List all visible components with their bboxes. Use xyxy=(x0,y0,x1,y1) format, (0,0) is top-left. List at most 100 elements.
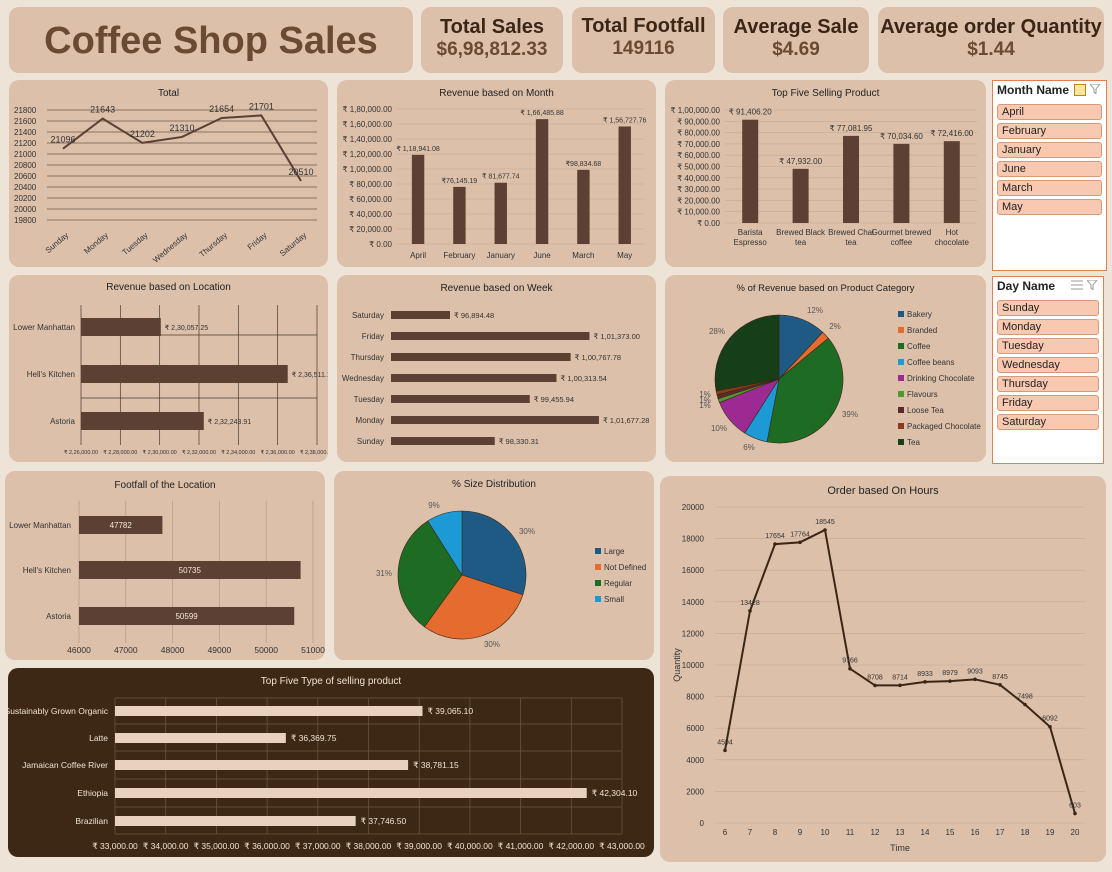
chart-title: % Size Distribution xyxy=(452,479,536,490)
day-slicer-item[interactable]: Sunday xyxy=(997,300,1099,316)
y-tick-label: 20400 xyxy=(14,183,37,192)
data-point xyxy=(848,666,852,671)
month-slicer[interactable]: Month Name April February January June M… xyxy=(992,80,1107,271)
clear-filter-icon[interactable] xyxy=(1087,280,1099,290)
data-label: 8708 xyxy=(867,674,883,681)
month-slicer-item[interactable]: June xyxy=(997,161,1102,177)
x-tick-label: Brewed Chai tea xyxy=(828,228,874,247)
data-label: 1% xyxy=(699,390,711,399)
chart-title: Top Five Type of selling product xyxy=(261,676,402,687)
day-slicer-item[interactable]: Wednesday xyxy=(997,357,1099,373)
x-tick-label: ₹ 41,000.00 xyxy=(498,841,544,851)
day-slicer-item[interactable]: Saturday xyxy=(997,414,1099,430)
bar xyxy=(618,126,631,244)
data-label: ₹ 81,677.74 xyxy=(482,173,520,181)
x-tick-label: Gourmet brewed coffee xyxy=(872,228,932,247)
month-slicer-item[interactable]: April xyxy=(997,104,1102,120)
month-slicer-title: Month Name xyxy=(997,83,1069,97)
pie-slice xyxy=(397,520,463,628)
x-tick-label: 17 xyxy=(996,828,1005,837)
month-slicer-item[interactable]: February xyxy=(997,123,1102,139)
bar xyxy=(391,353,571,361)
data-label: ₹ 98,330.31 xyxy=(499,437,539,446)
legend-swatch xyxy=(898,327,904,333)
data-label: 6092 xyxy=(1042,716,1058,723)
bar xyxy=(843,135,859,223)
y-tick-label: Saturday xyxy=(352,311,384,320)
data-label: 30% xyxy=(484,640,500,649)
pie-slice xyxy=(427,510,463,577)
data-label: 18545 xyxy=(815,519,835,526)
y-tick-label: ₹ 1,60,000.00 xyxy=(342,120,392,129)
data-label: 28% xyxy=(709,327,725,336)
data-label: 9766 xyxy=(842,658,858,665)
y-tick-label: ₹ 70,000.00 xyxy=(677,140,720,149)
data-point xyxy=(973,677,977,682)
bar xyxy=(943,141,960,223)
x-tick-label: 12 xyxy=(871,828,880,837)
bar xyxy=(81,365,288,383)
legend-label: Loose Tea xyxy=(907,406,944,415)
legend-label: Coffee xyxy=(907,342,931,351)
x-tick-label: 15 xyxy=(946,828,955,837)
data-label: ₹ 39,065.10 xyxy=(428,706,474,716)
bar xyxy=(391,332,590,340)
day-slicer-title: Day Name xyxy=(997,279,1056,293)
legend-swatch xyxy=(898,311,904,317)
kpi-average-order-quantity: Average order Quantity $1.44 xyxy=(878,7,1104,73)
bar xyxy=(577,169,590,244)
x-tick-label: ₹ 39,000.00 xyxy=(396,841,442,851)
multi-select-icon[interactable] xyxy=(1071,280,1083,290)
y-tick-label: ₹ 1,80,000.00 xyxy=(342,105,392,114)
chart-title: Footfall of the Location xyxy=(114,480,215,491)
bar xyxy=(792,168,809,223)
data-label: 21701 xyxy=(249,101,274,111)
data-label: ₹ 77,081.95 xyxy=(830,124,873,133)
bar xyxy=(81,412,204,430)
day-slicer-item[interactable]: Monday xyxy=(997,319,1099,335)
data-point xyxy=(948,679,952,683)
data-label: 21643 xyxy=(90,105,115,115)
month-slicer-item[interactable]: January xyxy=(997,142,1102,158)
data-label: ₹ 38,781.15 xyxy=(413,760,459,770)
data-point xyxy=(823,528,827,532)
multi-select-icon[interactable] xyxy=(1074,84,1086,96)
bar xyxy=(391,437,495,445)
day-slicer[interactable]: Day Name Sunday Monday Tuesday Wednesday… xyxy=(992,276,1104,464)
y-tick-label: ₹ 60,000.00 xyxy=(349,195,392,204)
chart-title: Revenue based on Location xyxy=(106,282,231,293)
legend-label: Coffee beans xyxy=(907,358,954,367)
chart-size-distribution: % Size Distribution 30% 30% 31% 9% Large Not D… xyxy=(334,471,654,660)
y-tick-label: 12000 xyxy=(682,629,705,638)
data-label: ₹ 2,30,057.25 xyxy=(165,324,208,332)
data-label: 17654 xyxy=(765,533,785,540)
data-label: 1% xyxy=(699,396,711,405)
day-slicer-item[interactable]: Thursday xyxy=(997,376,1099,392)
legend-label: Not Defined xyxy=(604,563,646,572)
data-label: ₹ 47,932.00 xyxy=(779,157,822,166)
kpi-total-sales: Total Sales $6,98,812.33 xyxy=(421,7,563,73)
clear-filter-icon[interactable] xyxy=(1090,84,1102,94)
month-slicer-item[interactable]: March xyxy=(997,180,1102,196)
legend-label: Large xyxy=(604,547,625,556)
legend-swatch xyxy=(898,343,904,349)
month-slicer-item[interactable]: May xyxy=(997,199,1102,215)
data-point xyxy=(773,542,777,546)
data-label: 8714 xyxy=(892,674,908,681)
x-tick-label: February xyxy=(443,251,475,260)
y-tick-label: 20200 xyxy=(14,194,37,203)
bar xyxy=(79,607,295,625)
data-label: 21096 xyxy=(50,135,75,145)
y-tick-label: Hell's Kitchen xyxy=(23,566,71,575)
y-tick-label: Astoria xyxy=(46,612,71,621)
y-tick-label: Tuesday xyxy=(354,395,384,404)
day-slicer-item[interactable]: Friday xyxy=(997,395,1099,411)
kpi-title: Total Sales xyxy=(439,16,545,38)
x-tick-label: ₹ 2,36,000.00 xyxy=(261,449,295,456)
day-slicer-item[interactable]: Tuesday xyxy=(997,338,1099,354)
bar xyxy=(115,760,409,770)
series-line xyxy=(724,528,1076,814)
y-tick-label: Sustainably Grown Organic xyxy=(8,706,109,716)
bar xyxy=(79,516,163,534)
y-tick-label: 20000 xyxy=(14,205,37,214)
